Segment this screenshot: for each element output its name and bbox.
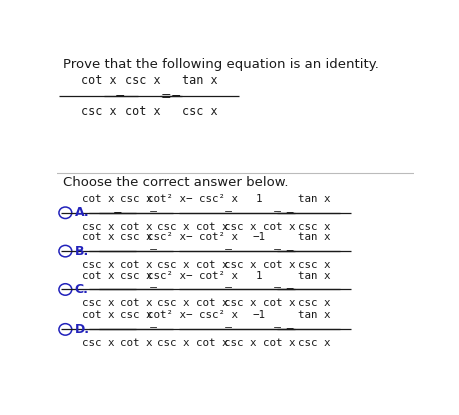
Text: csc x cot x: csc x cot x xyxy=(223,298,294,308)
Text: csc x: csc x xyxy=(297,222,330,232)
Text: cot x: cot x xyxy=(82,310,114,320)
Text: tan x: tan x xyxy=(181,74,217,87)
Text: −: − xyxy=(114,90,125,103)
Text: csc x: csc x xyxy=(181,105,217,118)
Text: −1: −1 xyxy=(252,310,265,320)
Text: =: = xyxy=(160,90,170,103)
Text: =: = xyxy=(224,325,233,334)
Text: =: = xyxy=(148,284,157,295)
Text: cot x: cot x xyxy=(80,74,116,87)
Text: =: = xyxy=(224,246,233,256)
Text: cot x: cot x xyxy=(119,298,152,308)
Text: cot x: cot x xyxy=(82,232,114,242)
Text: C.: C. xyxy=(74,283,88,296)
Text: csc x: csc x xyxy=(297,338,330,348)
Text: −: − xyxy=(112,323,122,336)
Text: csc x: csc x xyxy=(119,310,152,320)
Text: =: = xyxy=(148,246,157,256)
Text: csc x: csc x xyxy=(119,232,152,242)
Text: tan x: tan x xyxy=(297,232,330,242)
Text: cot x: cot x xyxy=(119,222,152,232)
Text: cot x: cot x xyxy=(119,338,152,348)
Text: csc x cot x: csc x cot x xyxy=(156,260,228,270)
Text: csc x: csc x xyxy=(119,271,152,281)
Text: 1: 1 xyxy=(256,271,262,281)
Text: −: − xyxy=(171,90,181,103)
Text: D.: D. xyxy=(74,323,90,336)
Text: =: = xyxy=(224,284,233,295)
Text: = −: = − xyxy=(272,208,294,218)
Text: csc x: csc x xyxy=(297,260,330,270)
Text: cot x: cot x xyxy=(119,260,152,270)
Text: =: = xyxy=(148,208,157,218)
Text: −: − xyxy=(112,244,122,258)
Text: csc x cot x: csc x cot x xyxy=(223,260,294,270)
Text: A.: A. xyxy=(74,206,89,219)
Text: =: = xyxy=(148,325,157,334)
Text: csc x: csc x xyxy=(80,105,116,118)
Text: cot² x− csc² x: cot² x− csc² x xyxy=(146,194,237,204)
Text: csc x: csc x xyxy=(82,260,114,270)
Text: csc² x− cot² x: csc² x− cot² x xyxy=(146,271,237,281)
Text: cot² x− csc² x: cot² x− csc² x xyxy=(146,310,237,320)
Text: −1: −1 xyxy=(252,232,265,242)
Text: cot x: cot x xyxy=(82,194,114,204)
Text: tan x: tan x xyxy=(297,310,330,320)
Text: 1: 1 xyxy=(256,194,262,204)
Text: tan x: tan x xyxy=(297,194,330,204)
Text: csc x cot x: csc x cot x xyxy=(156,222,228,232)
Text: Choose the correct answer below.: Choose the correct answer below. xyxy=(63,176,288,189)
Text: −: − xyxy=(112,283,122,296)
Text: csc x: csc x xyxy=(82,338,114,348)
Text: = −: = − xyxy=(272,284,294,295)
Text: = −: = − xyxy=(272,246,294,256)
Text: B.: B. xyxy=(74,244,89,258)
Text: = −: = − xyxy=(272,325,294,334)
Text: csc x cot x: csc x cot x xyxy=(156,338,228,348)
Text: csc x cot x: csc x cot x xyxy=(223,222,294,232)
Text: csc x: csc x xyxy=(82,298,114,308)
Text: csc² x− cot² x: csc² x− cot² x xyxy=(146,232,237,242)
Text: cot x: cot x xyxy=(125,105,161,118)
Text: csc x cot x: csc x cot x xyxy=(223,338,294,348)
Text: tan x: tan x xyxy=(297,271,330,281)
Text: csc x: csc x xyxy=(125,74,161,87)
Text: csc x: csc x xyxy=(119,194,152,204)
Text: csc x cot x: csc x cot x xyxy=(156,298,228,308)
Text: csc x: csc x xyxy=(297,298,330,308)
Text: −: − xyxy=(112,206,122,219)
Text: Prove that the following equation is an identity.: Prove that the following equation is an … xyxy=(63,58,378,71)
Text: cot x: cot x xyxy=(82,271,114,281)
Text: csc x: csc x xyxy=(82,222,114,232)
Text: =: = xyxy=(224,208,233,218)
